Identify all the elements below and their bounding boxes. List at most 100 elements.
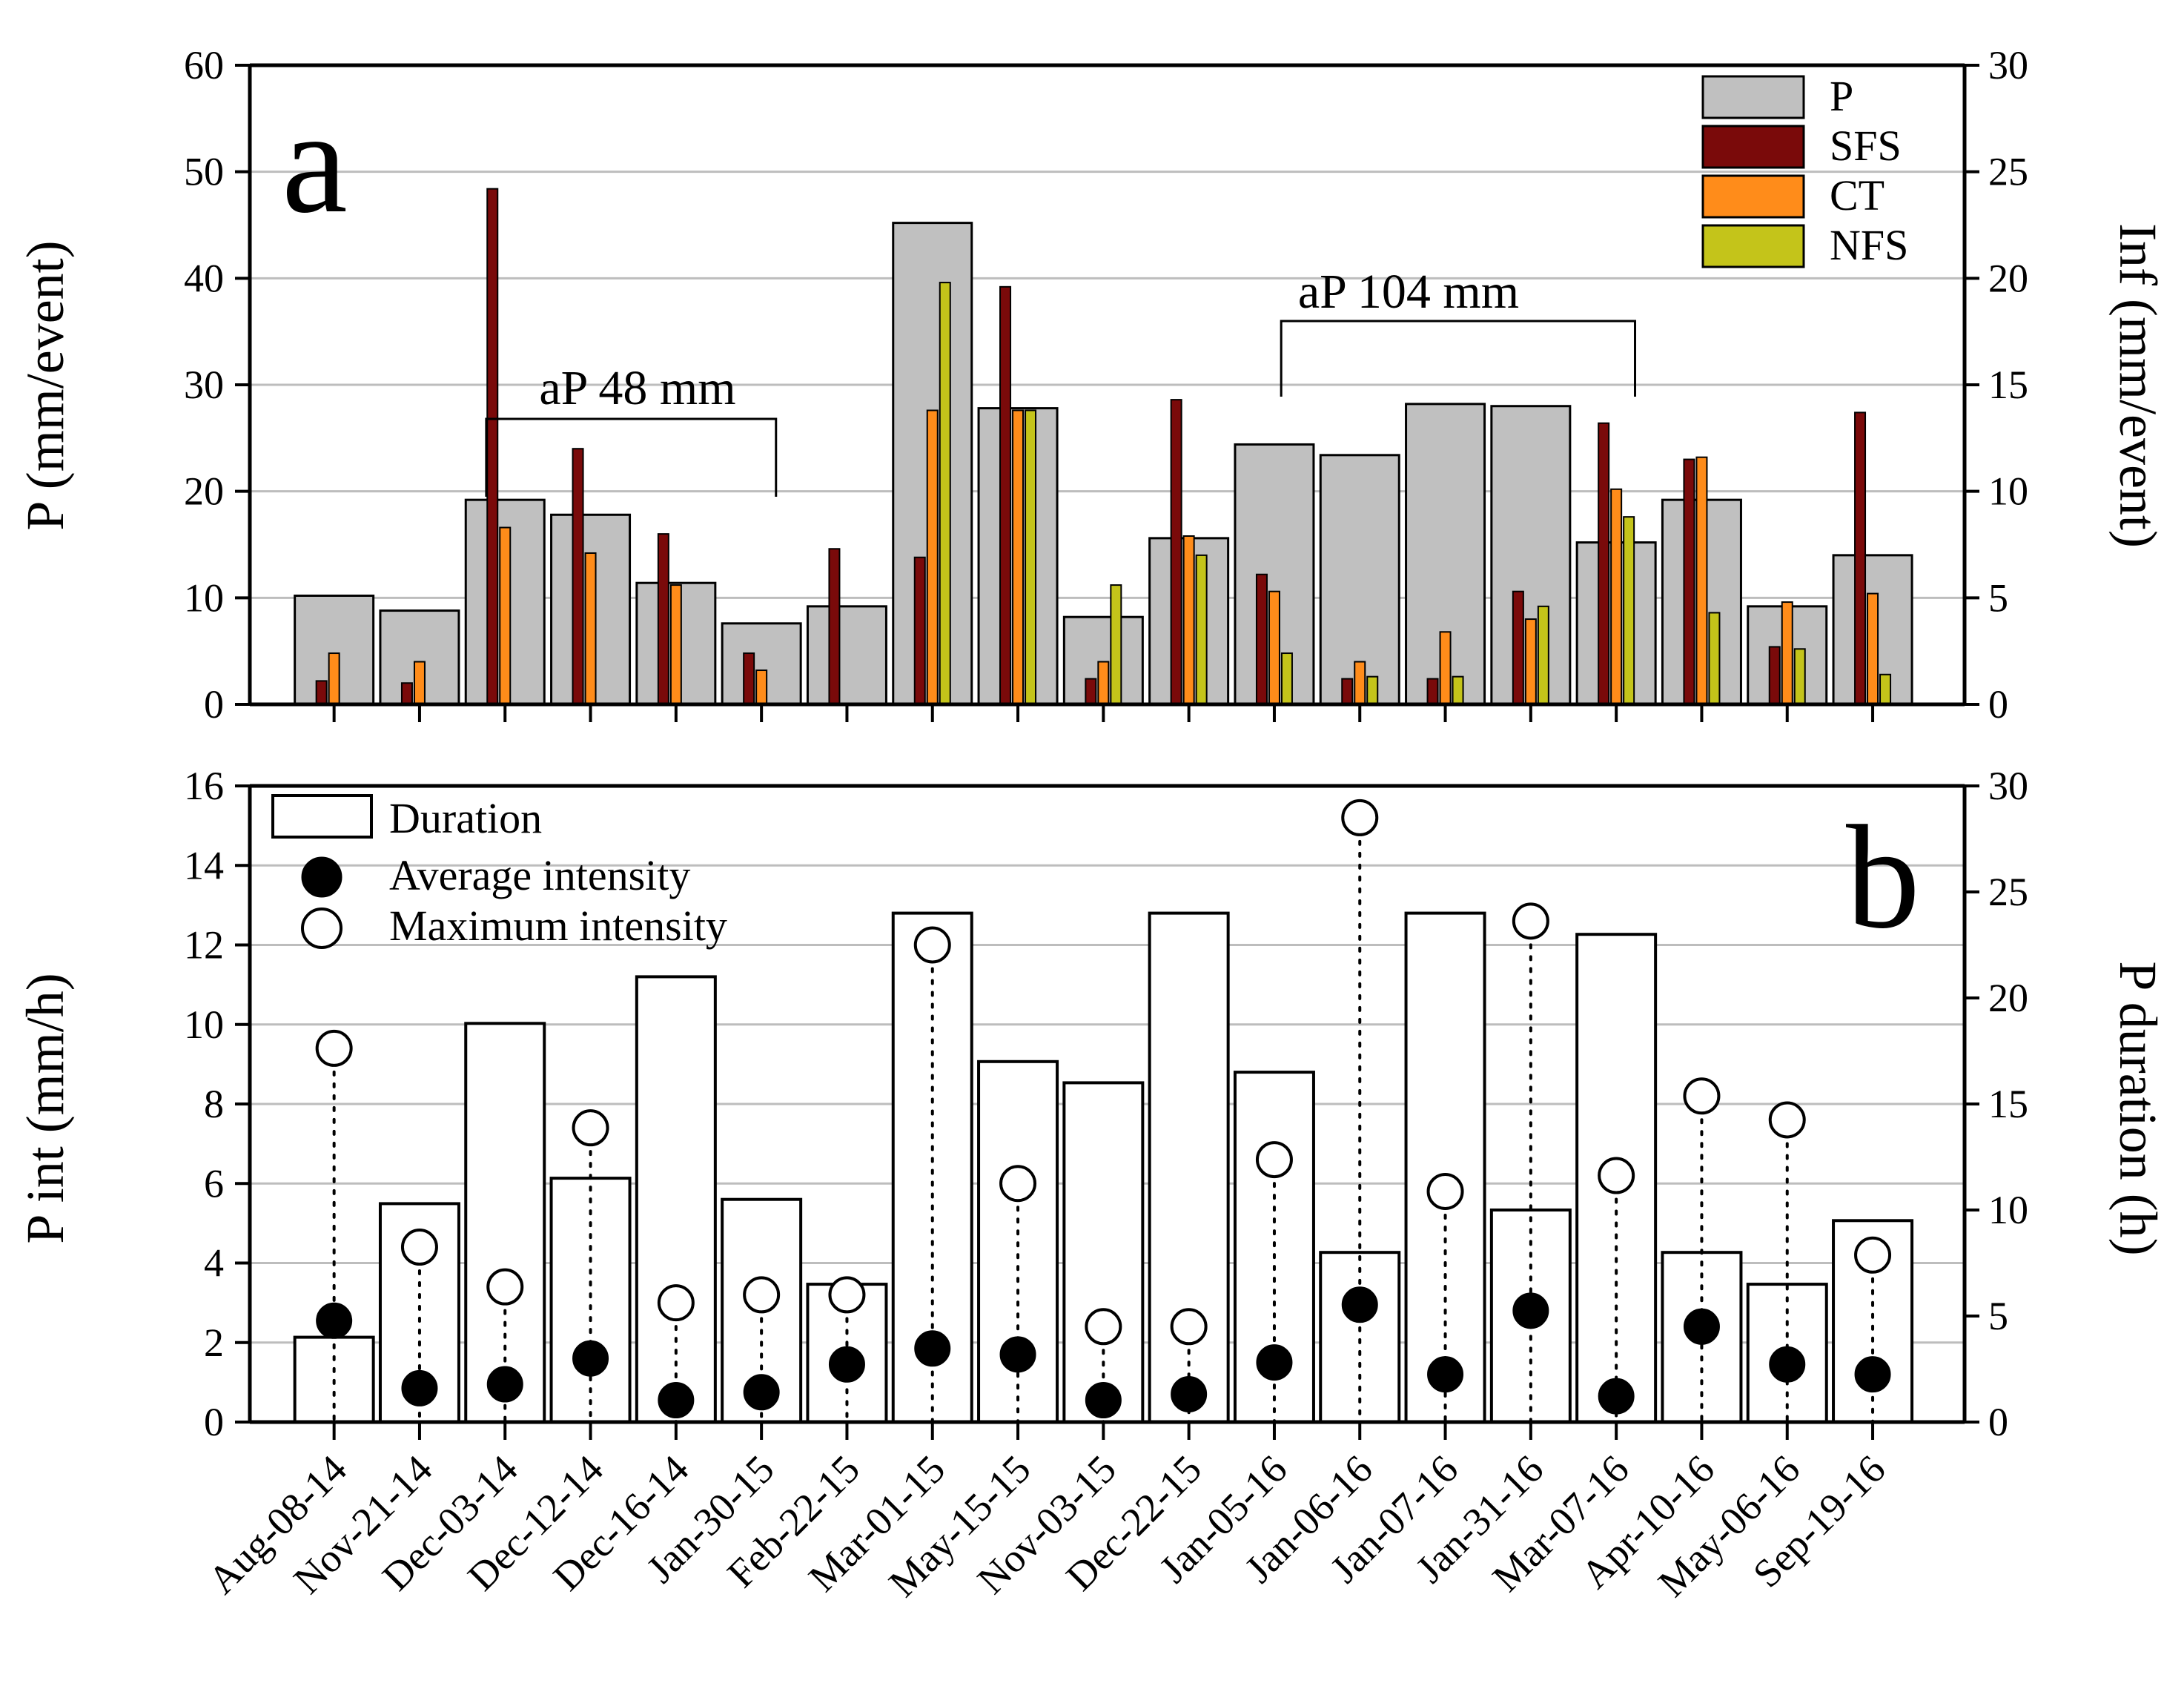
- sfs-bar: [572, 448, 584, 705]
- b-right-tick-label: 5: [1988, 1294, 2008, 1338]
- maximum-intensity-point: [1170, 1308, 1208, 1346]
- a-right-tick-label: 30: [1988, 43, 2028, 87]
- average-intensity-point: [1427, 1356, 1464, 1393]
- average-intensity-point: [572, 1340, 609, 1377]
- legend-swatch-maximum-intensity: [301, 908, 343, 949]
- a-bars: [294, 188, 1913, 706]
- panel-a-letter: a: [282, 80, 348, 244]
- average-intensity-point: [1683, 1308, 1720, 1345]
- duration-bar: [1062, 1081, 1145, 1424]
- ct-bar: [328, 652, 340, 705]
- sfs-bar: [999, 285, 1012, 705]
- duration-bar: [549, 1177, 632, 1424]
- b-left-tick-label: 8: [204, 1082, 224, 1126]
- average-intensity-point: [1769, 1346, 1806, 1383]
- annotation-text: aP 48 mm: [539, 361, 735, 415]
- ct-bar: [1012, 409, 1025, 705]
- ct-bar: [1610, 488, 1623, 705]
- nfs-bar: [939, 282, 951, 705]
- legend-swatch-ct: [1701, 174, 1805, 219]
- maximum-intensity-point: [1854, 1236, 1892, 1274]
- sfs-bar: [1512, 590, 1524, 705]
- b-left-tick-label: 10: [184, 1002, 224, 1047]
- panel-a: 0 10 20 30 40 50 60 0 5 10 15 20 25 30 aP 48 mm aP 104…: [16, 43, 2168, 727]
- maximum-intensity-point: [1341, 799, 1379, 836]
- sfs-bar: [743, 652, 755, 705]
- b-right-tick-label: 25: [1988, 870, 2028, 914]
- nfs-bar: [1623, 516, 1635, 705]
- a-right-tick-label: 0: [1988, 682, 2008, 727]
- b-left-tick-label: 4: [204, 1241, 224, 1286]
- duration-bar: [1319, 1251, 1401, 1424]
- ct-bar: [1695, 456, 1708, 706]
- a-annotations: aP 48 mm aP 104 mm: [485, 265, 1637, 497]
- nfs-bar: [1195, 554, 1208, 705]
- average-intensity-point: [828, 1346, 865, 1383]
- ct-bar: [1097, 661, 1110, 705]
- average-intensity-point: [316, 1302, 353, 1339]
- maximum-intensity-point: [828, 1276, 866, 1314]
- average-intensity-point: [914, 1330, 951, 1367]
- a-right-tick-label: 15: [1988, 363, 2028, 407]
- maximum-intensity-point: [743, 1276, 781, 1314]
- average-intensity-point: [401, 1369, 438, 1406]
- average-intensity-point: [1598, 1378, 1635, 1415]
- average-intensity-point: [1854, 1356, 1891, 1393]
- ct-bar: [926, 409, 939, 705]
- legend-swatch-p: [1701, 75, 1805, 119]
- maximum-intensity-point: [1768, 1101, 1806, 1139]
- sfs-bar: [1854, 411, 1867, 705]
- b-left-tick-label: 6: [204, 1161, 224, 1206]
- sfs-bar: [1683, 458, 1695, 705]
- nfs-bar: [1708, 612, 1721, 705]
- legend-label-sfs: SFS: [1830, 122, 1902, 170]
- a-right-tick-label: 5: [1988, 575, 2008, 620]
- sfs-bar: [1085, 678, 1097, 706]
- sfs-bar: [1170, 399, 1182, 705]
- sfs-bar: [486, 188, 499, 706]
- sfs-bar: [913, 556, 926, 705]
- b-left-tick-label: 2: [204, 1320, 224, 1365]
- ct-bar: [584, 552, 597, 706]
- duration-bar: [635, 975, 717, 1424]
- sfs-bar: [400, 682, 413, 705]
- ct-bar: [1439, 631, 1452, 705]
- maximum-intensity-point: [657, 1284, 695, 1322]
- a-right-tick-label: 10: [1988, 469, 2028, 514]
- a-right-axis-title: Inf (mm/event): [2108, 223, 2168, 548]
- duration-bar: [1148, 911, 1230, 1424]
- b-right-tick-label: 15: [1988, 1082, 2028, 1126]
- legend-label-p: P: [1830, 72, 1853, 120]
- legend-swatch-average-intensity: [301, 856, 343, 898]
- b-duration-bars: [293, 911, 1914, 1424]
- nfs-bar: [1452, 675, 1464, 705]
- b-left-tick-label: 14: [184, 843, 224, 887]
- legend-swatch-duration: [271, 794, 373, 839]
- panel-b: 0 2 4 6 8 10 12 14 16 0 5 10 15 20 25 30 Duration Averag…: [16, 764, 2168, 1444]
- p-bar: [806, 605, 887, 706]
- ct-bar: [755, 670, 768, 706]
- a-left-tick-label: 20: [184, 469, 224, 514]
- maximum-intensity-point: [1512, 902, 1549, 940]
- maximum-intensity-point: [572, 1109, 609, 1147]
- legend-swatch-nfs: [1701, 224, 1805, 268]
- b-right-axis-title: P duration (h): [2108, 961, 2168, 1255]
- ct-bar: [669, 584, 682, 705]
- maximum-intensity-point: [913, 926, 951, 964]
- average-intensity-point: [999, 1336, 1036, 1373]
- b-intensity-points: [315, 799, 1892, 1424]
- sfs-bar: [657, 533, 669, 706]
- maximum-intensity-point: [1426, 1172, 1464, 1210]
- nfs-bar: [1793, 648, 1806, 705]
- maximum-intensity-point: [1085, 1308, 1122, 1346]
- average-intensity-point: [743, 1374, 780, 1411]
- a-left-tick-label: 30: [184, 363, 224, 407]
- a-right-tick-label: 20: [1988, 256, 2028, 300]
- a-left-axis-title: P (mm/event): [16, 240, 75, 530]
- ct-bar: [413, 661, 426, 705]
- average-intensity-point: [1512, 1292, 1549, 1329]
- maximum-intensity-point: [1255, 1141, 1293, 1179]
- average-intensity-point: [1341, 1286, 1378, 1323]
